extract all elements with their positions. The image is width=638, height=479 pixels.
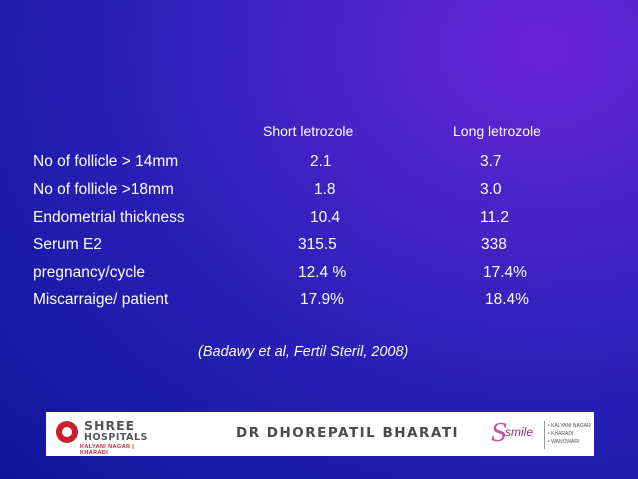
shree-locations: KALYANI NAGAR | KHARADI bbox=[80, 444, 135, 456]
long-value: 3.0 bbox=[480, 181, 502, 198]
column-header-short: Short letrozole bbox=[263, 123, 354, 139]
long-value: 11.2 bbox=[480, 209, 510, 226]
smile-brand: smile bbox=[505, 425, 534, 439]
row-label: No of follicle > 14mm bbox=[33, 153, 179, 170]
short-value: 10.4 bbox=[310, 209, 341, 226]
smile-location: • KALYANI NAGAR bbox=[548, 423, 591, 429]
row-label: No of follicle >18mm bbox=[33, 181, 174, 198]
shree-sub: HOSPITALS bbox=[84, 432, 148, 443]
short-value: 1.8 bbox=[314, 181, 336, 198]
column-header-long: Long letrozole bbox=[453, 123, 541, 139]
footer-banner: SHREE HOSPITALS KALYANI NAGAR | KHARADI … bbox=[46, 412, 594, 456]
long-value: 3.7 bbox=[480, 153, 502, 170]
smile-logo-icon: S bbox=[491, 419, 508, 447]
smile-location: • WANOWARI bbox=[548, 439, 580, 445]
short-value: 2.1 bbox=[310, 153, 332, 170]
short-value: 12.4 % bbox=[298, 264, 347, 281]
citation: (Badawy et al, Fertil Steril, 2008) bbox=[198, 344, 409, 360]
long-value: 338 bbox=[481, 236, 507, 253]
row-label: Serum E2 bbox=[33, 236, 102, 253]
smile-location: • KHARADI bbox=[548, 431, 574, 437]
doctor-name: DR DHOREPATIL BHARATI bbox=[236, 425, 460, 441]
short-value: 17.9% bbox=[300, 291, 344, 308]
row-label: Endometrial thickness bbox=[33, 209, 185, 226]
long-value: 18.4% bbox=[485, 291, 529, 308]
smile-divider bbox=[544, 421, 545, 449]
shree-logo-icon bbox=[56, 421, 78, 443]
long-value: 17.4% bbox=[483, 264, 527, 281]
shree-hospitals-logo: SHREE HOSPITALS KALYANI NAGAR | KHARADI bbox=[54, 417, 164, 456]
smile-ivf-logo: S smile • KALYANI NAGAR • KHARADI • WANO… bbox=[491, 417, 591, 453]
smile-locations: • KALYANI NAGAR • KHARADI • WANOWARI bbox=[548, 422, 591, 446]
shree-name: SHREE bbox=[84, 418, 136, 433]
short-value: 315.5 bbox=[298, 236, 337, 253]
row-label: Miscarraige/ patient bbox=[33, 291, 169, 308]
row-label: pregnancy/cycle bbox=[33, 264, 146, 281]
